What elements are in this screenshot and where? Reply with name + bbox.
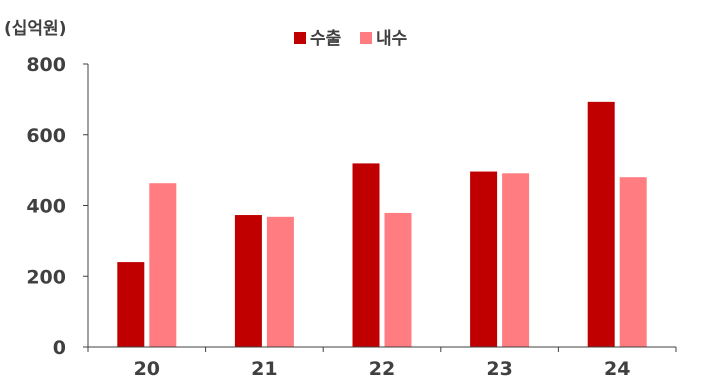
x-tick-label: 23: [486, 358, 512, 378]
bar-export-23: [470, 171, 498, 347]
axes: [87, 64, 676, 348]
x-axis-ticks: 20 21 22 23 24: [87, 347, 677, 378]
bar-domestic-23: [502, 173, 530, 347]
y-tick-label: 400: [26, 196, 66, 218]
legend-label-export: 수출: [310, 29, 342, 49]
y-tick-label: 600: [26, 125, 66, 147]
y-tick-label: 200: [26, 266, 66, 288]
bar-export-24: [587, 101, 615, 347]
legend-swatch-domestic: [360, 32, 372, 44]
bar-domestic-22: [384, 212, 412, 347]
bar-export-22: [352, 163, 380, 347]
y-unit-label: (십억원): [4, 19, 66, 39]
y-tick-label: 0: [53, 337, 66, 359]
bar-domestic-20: [149, 183, 177, 347]
bar-domestic-21: [266, 216, 294, 347]
y-axis-ticks: 0 200 400 600 800: [26, 54, 88, 359]
legend-label-domestic: 내수: [376, 29, 408, 49]
x-tick-label: 20: [134, 358, 160, 378]
x-tick-label: 21: [251, 358, 277, 378]
bar-domestic-24: [619, 177, 647, 347]
x-tick-label: 24: [604, 358, 630, 378]
legend-swatch-export: [294, 32, 306, 44]
y-tick-label: 800: [26, 54, 66, 76]
x-tick-label: 22: [369, 358, 395, 378]
legend: 수출 내수: [294, 29, 408, 49]
bars: [117, 101, 647, 347]
bar-export-21: [234, 215, 262, 347]
bar-export-20: [117, 262, 145, 347]
